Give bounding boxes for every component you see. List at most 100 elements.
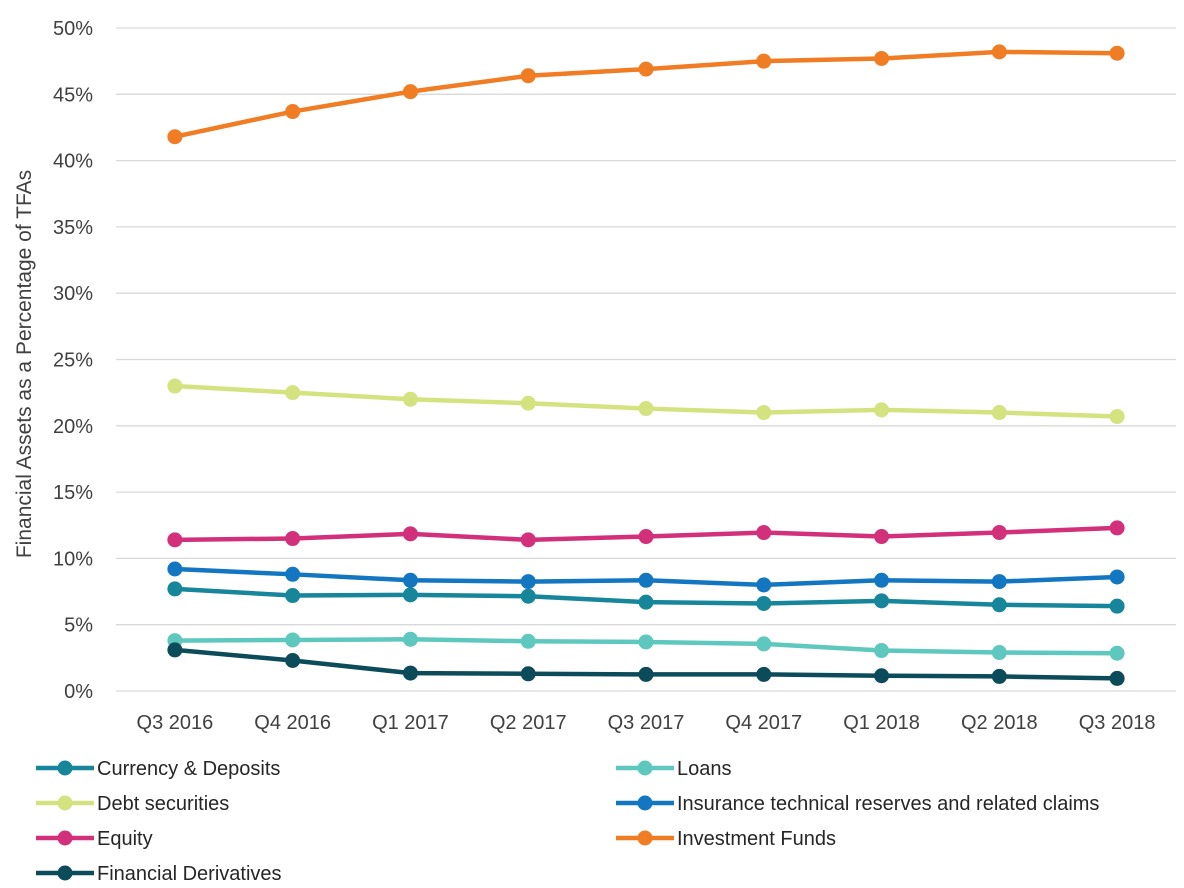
series-3 [167,562,1124,593]
data-point [992,44,1007,59]
data-point [1110,599,1125,614]
x-tick-label: Q2 2017 [490,712,567,734]
legend-item: Currency & Deposits [36,758,280,780]
data-point [285,104,300,119]
y-tick-label: 15% [53,482,93,504]
data-point [874,593,889,608]
data-point [756,405,771,420]
y-axis-title: Financial Assets as a Percentage of TFAs [13,170,36,558]
data-point [639,401,654,416]
data-point [403,84,418,99]
data-point [992,405,1007,420]
y-axis-tick-labels: 0% 5% 10% 15% 20% 25% 30% 35% 40% 45% 50% [53,18,93,703]
data-point [285,567,300,582]
legend-item: Equity [36,828,153,850]
data-point [521,68,536,83]
data-point [756,636,771,651]
x-tick-label: Q3 2017 [608,712,685,734]
series-1 [167,632,1124,661]
legend-label: Loans [677,758,732,780]
x-tick-label: Q1 2017 [372,712,449,734]
legend-item: Insurance technical reserves and related… [616,793,1099,815]
data-point [874,402,889,417]
data-point [1110,569,1125,584]
data-point [874,668,889,683]
legend-label: Financial Derivatives [97,863,282,885]
y-tick-label: 50% [53,18,93,40]
data-point [403,666,418,681]
data-point [639,62,654,77]
data-point [403,632,418,647]
x-tick-label: Q3 2016 [137,712,214,734]
legend-item: Debt securities [36,793,229,815]
data-point [874,51,889,66]
data-point [521,589,536,604]
legend-label: Debt securities [97,793,229,815]
data-point [756,525,771,540]
legend-swatch-marker [58,831,73,846]
data-point [756,577,771,592]
data-point [521,666,536,681]
x-tick-label: Q1 2018 [843,712,920,734]
data-point [167,562,182,577]
data-point [756,596,771,611]
x-tick-label: Q4 2016 [254,712,331,734]
data-point [639,573,654,588]
legend-item: Investment Funds [616,828,836,850]
data-point [521,396,536,411]
y-tick-label: 0% [64,681,93,703]
data-point [1110,671,1125,686]
y-tick-label: 10% [53,548,93,570]
data-point [992,645,1007,660]
data-point [403,587,418,602]
data-point [756,54,771,69]
data-point [521,574,536,589]
data-point [167,532,182,547]
data-point [992,669,1007,684]
data-point [285,588,300,603]
data-point [167,129,182,144]
x-tick-label: Q2 2018 [961,712,1038,734]
legend-swatch-marker [638,796,653,811]
legend-label: Investment Funds [677,828,836,850]
legend-item: Loans [616,758,732,780]
y-tick-label: 35% [53,217,93,239]
legend-label: Currency & Deposits [97,758,280,780]
data-point [639,667,654,682]
x-tick-label: Q4 2017 [725,712,802,734]
data-point [874,643,889,658]
y-tick-label: 20% [53,416,93,438]
legend-swatch-marker [638,761,653,776]
data-point [285,385,300,400]
data-point [992,597,1007,612]
legend-label: Insurance technical reserves and related… [677,793,1099,815]
legend-swatch-marker [58,866,73,881]
data-point [285,531,300,546]
series-2 [167,379,1124,424]
data-point [639,529,654,544]
data-point [167,581,182,596]
data-point [639,634,654,649]
data-point [992,525,1007,540]
data-point [639,595,654,610]
data-point [285,632,300,647]
legend-swatch-marker [58,761,73,776]
data-point [874,529,889,544]
data-point [992,574,1007,589]
legend: Currency & Deposits Loans Debt securities I… [36,758,1099,885]
data-point [1110,46,1125,61]
data-point [874,573,889,588]
data-point [403,526,418,541]
data-point [1110,520,1125,535]
y-tick-label: 5% [64,615,93,637]
y-tick-label: 30% [53,283,93,305]
legend-swatch-marker [638,831,653,846]
gridlines [116,28,1176,691]
series-lines [167,44,1124,686]
data-point [167,642,182,657]
data-point [403,573,418,588]
y-tick-label: 40% [53,151,93,173]
data-point [1110,646,1125,661]
legend-label: Equity [97,828,153,850]
series-4 [167,520,1124,547]
